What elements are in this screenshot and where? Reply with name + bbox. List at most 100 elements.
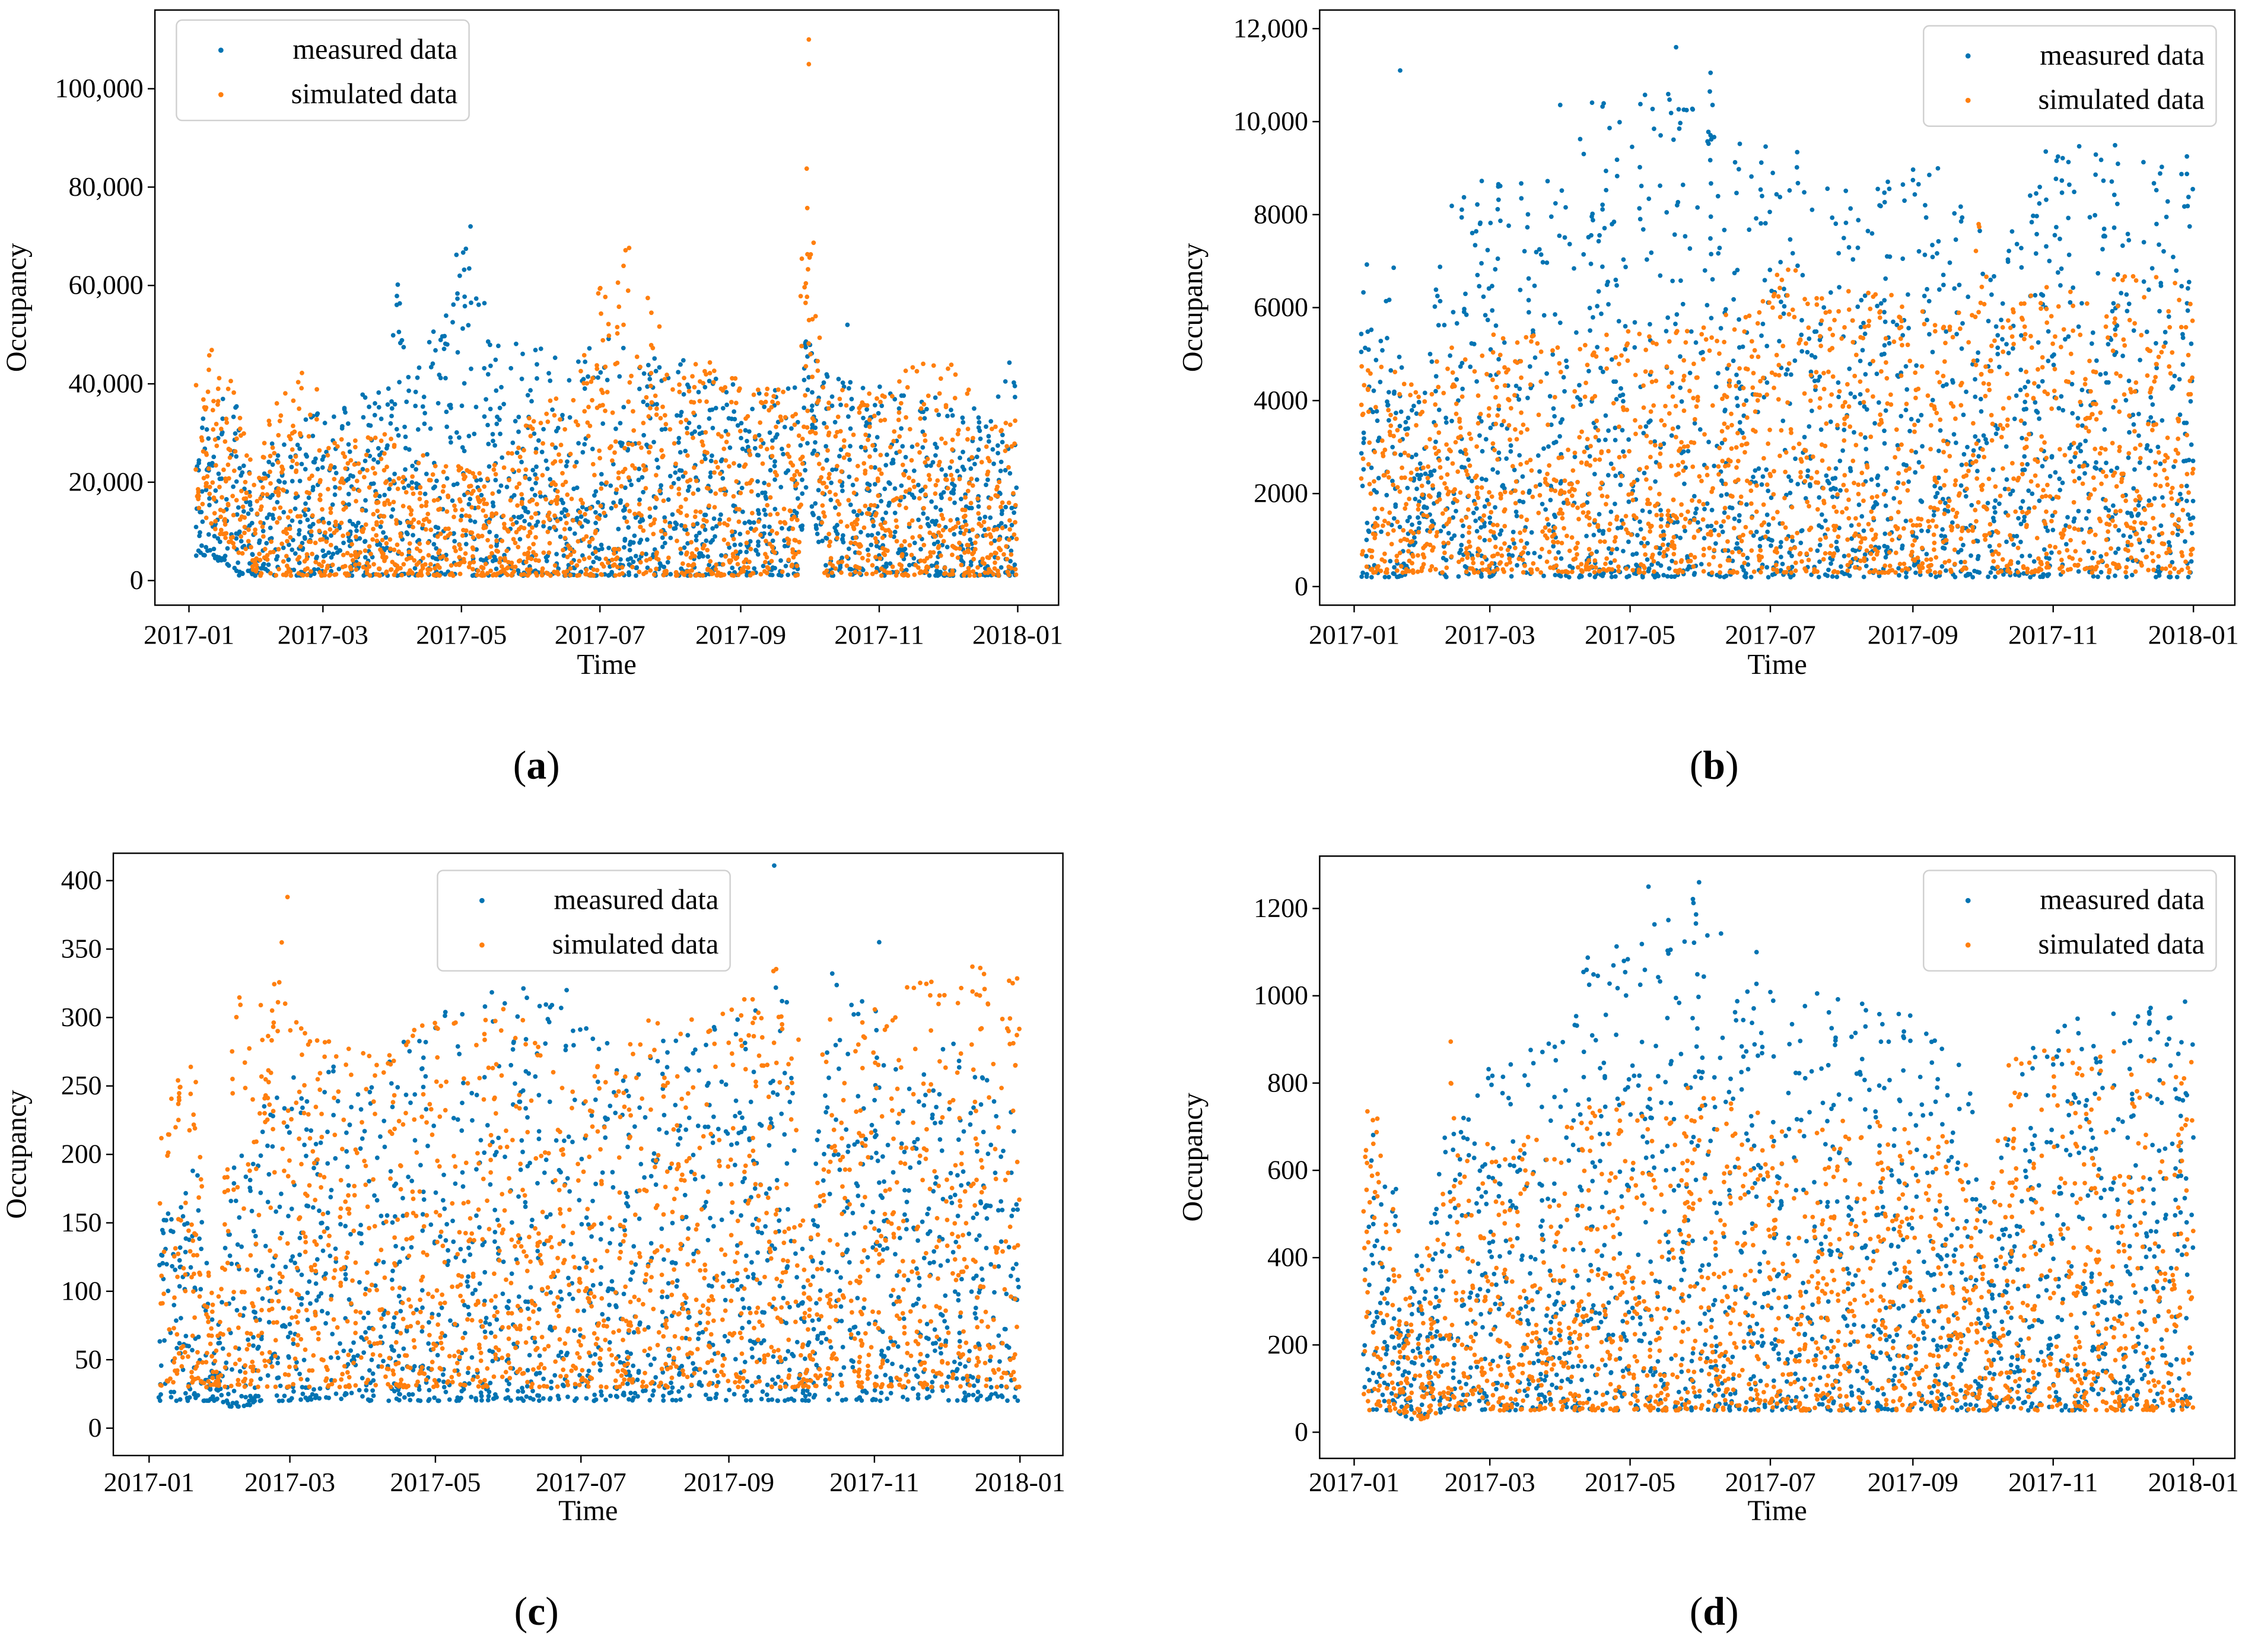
- data-point: [609, 505, 614, 511]
- data-point: [971, 569, 976, 574]
- data-point: [1764, 380, 1770, 385]
- data-point: [1655, 561, 1661, 566]
- data-point: [288, 508, 293, 514]
- data-point: [1683, 234, 1688, 239]
- data-point: [1819, 525, 1824, 530]
- data-point: [1492, 533, 1496, 539]
- data-point: [1379, 529, 1384, 534]
- data-point: [724, 402, 729, 408]
- data-point: [288, 569, 293, 574]
- data-point: [1634, 551, 1639, 556]
- data-point: [689, 551, 695, 556]
- data-point: [597, 285, 603, 291]
- data-point: [685, 541, 690, 546]
- data-point: [1514, 513, 1519, 518]
- data-point: [762, 480, 767, 486]
- data-point: [431, 329, 436, 335]
- data-point: [745, 573, 749, 578]
- data-point: [815, 358, 821, 364]
- data-point: [284, 553, 289, 559]
- data-point: [698, 510, 703, 514]
- data-point: [346, 502, 351, 507]
- data-point: [1849, 536, 1854, 541]
- data-point: [1487, 574, 1492, 579]
- data-point: [795, 419, 800, 425]
- data-point: [309, 569, 313, 574]
- data-point: [694, 573, 698, 578]
- data-point: [410, 474, 415, 479]
- data-point: [225, 501, 231, 507]
- data-point: [448, 402, 453, 408]
- data-point: [1488, 373, 1493, 378]
- data-point: [599, 311, 603, 316]
- data-point: [1602, 225, 1607, 231]
- data-point: [383, 535, 389, 540]
- data-point: [601, 564, 606, 569]
- data-point: [967, 569, 972, 574]
- data-point: [822, 514, 827, 519]
- data-point: [552, 569, 556, 574]
- data-point: [1613, 501, 1617, 507]
- data-point: [1769, 495, 1774, 500]
- data-point: [578, 514, 584, 519]
- data-point: [314, 554, 319, 559]
- data-point: [325, 453, 330, 458]
- data-point: [865, 548, 870, 552]
- data-point: [845, 524, 850, 529]
- data-point: [397, 340, 403, 346]
- data-point: [938, 533, 943, 539]
- data-point: [487, 555, 492, 560]
- data-point: [683, 418, 689, 422]
- data-point: [438, 338, 443, 342]
- data-point: [1766, 522, 1772, 527]
- data-point: [824, 458, 829, 463]
- data-point: [379, 438, 384, 444]
- data-point: [1443, 558, 1449, 563]
- data-point: [409, 486, 415, 491]
- data-point: [772, 507, 778, 512]
- data-point: [961, 450, 965, 454]
- data-point: [277, 515, 282, 521]
- data-point: [917, 496, 922, 501]
- data-point: [808, 252, 813, 257]
- data-point: [768, 512, 773, 517]
- data-point: [723, 385, 728, 390]
- data-point: [1839, 564, 1843, 569]
- data-point: [290, 479, 295, 483]
- data-point: [559, 510, 564, 515]
- data-point: [917, 570, 923, 575]
- data-point: [1614, 397, 1619, 402]
- data-point: [1632, 320, 1637, 325]
- data-point: [800, 461, 805, 466]
- data-point: [710, 425, 715, 431]
- data-point: [795, 572, 800, 578]
- data-point: [1572, 266, 1576, 271]
- data-point: [780, 526, 784, 531]
- data-point: [691, 491, 696, 496]
- data-point: [995, 568, 1000, 574]
- data-point: [768, 495, 773, 500]
- data-point: [444, 342, 450, 347]
- data-point: [769, 559, 774, 564]
- data-point: [1930, 397, 1935, 403]
- data-point: [443, 535, 448, 540]
- data-point: [634, 573, 638, 578]
- data-point: [262, 471, 267, 476]
- data-point: [689, 399, 694, 405]
- data-point: [651, 521, 656, 526]
- data-point: [1397, 424, 1403, 429]
- data-point: [1891, 496, 1897, 501]
- data-point: [805, 387, 810, 392]
- data-point: [1837, 285, 1842, 290]
- data-point: [825, 448, 830, 453]
- data-point: [962, 550, 967, 555]
- data-point: [564, 463, 569, 469]
- data-point: [459, 513, 464, 518]
- data-point: [554, 396, 559, 401]
- data-point: [344, 505, 348, 510]
- data-point: [292, 551, 298, 556]
- data-point: [697, 572, 702, 578]
- data-point: [907, 543, 912, 548]
- data-point: [225, 546, 230, 551]
- data-point: [259, 504, 264, 509]
